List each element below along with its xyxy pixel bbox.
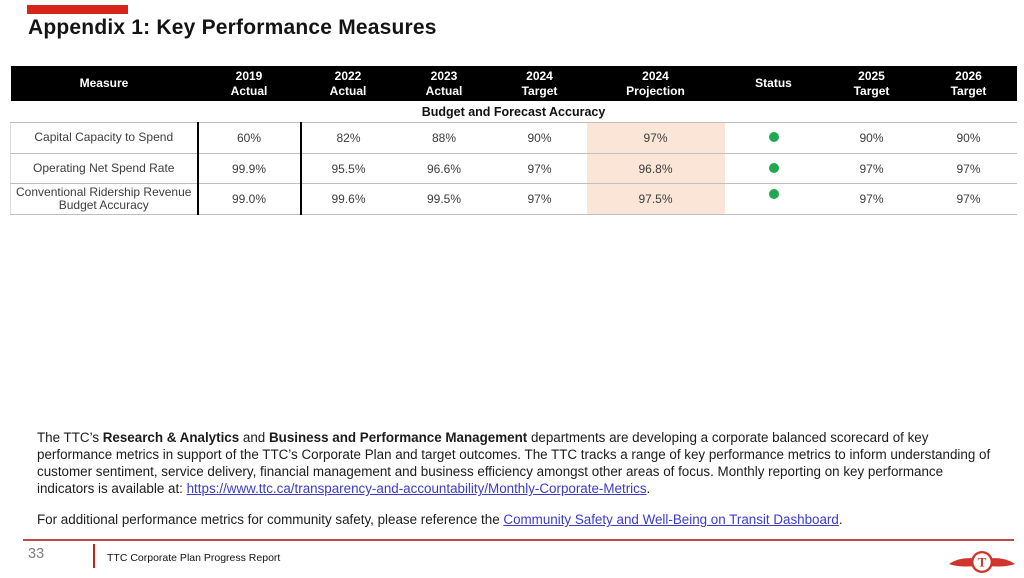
table-row: Capital Capacity to Spend 60% 82% 88% 90… [10, 122, 1017, 154]
col-header-2026-target: 2026 Target [920, 66, 1017, 101]
value-2024-target: 97% [492, 183, 587, 215]
measure-label: Conventional Ridership Revenue Budget Ac… [10, 183, 198, 215]
community-safety-dashboard-link[interactable]: Community Safety and Well-Being on Trans… [503, 512, 839, 527]
value-2022-actual: 99.6% [300, 183, 396, 215]
monthly-corporate-metrics-link[interactable]: https://www.ttc.ca/transparency-and-acco… [186, 481, 647, 496]
value-2026-target: 90% [920, 122, 1017, 154]
value-2022-actual: 82% [300, 122, 396, 154]
value-2022-actual: 95.5% [300, 153, 396, 184]
p2-text: For additional performance metrics for c… [37, 512, 504, 527]
value-2019-actual: 60% [196, 122, 302, 154]
value-2025-target: 97% [822, 183, 921, 215]
status-green-dot-icon [768, 189, 779, 199]
p1-text: departments are developing a corporate b… [37, 430, 991, 496]
footer-divider-line [23, 539, 1014, 541]
p1-bold-research-analytics: Research & Analytics [102, 430, 240, 445]
value-2026-target: 97% [920, 183, 1017, 215]
col-header-2022-actual: 2022 Actual [300, 66, 396, 101]
value-2024-projection: 96.8% [586, 153, 725, 184]
value-2025-target: 90% [822, 122, 921, 154]
measure-label: Capital Capacity to Spend [10, 122, 198, 154]
accent-bar [27, 5, 128, 14]
paragraph-performance-metrics: The TTC’s Research & Analytics and Busin… [37, 429, 995, 497]
body-text-block: The TTC’s Research & Analytics and Busin… [37, 429, 995, 528]
value-2023-actual: 99.5% [395, 183, 493, 215]
status-green-dot-icon [768, 162, 779, 173]
section-header-label: Budget and Forecast Accuracy [10, 101, 1017, 123]
value-2025-target: 97% [822, 153, 921, 184]
p1-text: and [239, 430, 269, 445]
measure-label: Operating Net Spend Rate [10, 153, 198, 184]
page-number: 33 [28, 546, 45, 562]
value-2024-target: 90% [492, 122, 587, 154]
value-2019-actual: 99.0% [196, 183, 302, 215]
value-2023-actual: 96.6% [395, 153, 493, 184]
status-cell [724, 122, 823, 154]
status-green-dot-icon [768, 132, 779, 142]
p1-text: . [646, 481, 651, 496]
table-row: Conventional Ridership Revenue Budget Ac… [10, 183, 1017, 215]
p1-text: The TTC’s [37, 430, 103, 445]
value-2024-projection: 97.5% [586, 183, 725, 215]
p1-bold-business-performance: Business and Performance Management [268, 430, 528, 445]
p2-text: . [838, 512, 843, 527]
value-2026-target: 97% [920, 153, 1017, 184]
kpi-table: Measure 2019 Actual 2022 Actual 2023 Act… [10, 66, 1017, 215]
ttc-logo: T [949, 551, 1015, 573]
table-header-row: Measure 2019 Actual 2022 Actual 2023 Act… [10, 66, 1017, 101]
col-header-2019-actual: 2019 Actual [197, 66, 301, 101]
value-2024-target: 97% [492, 153, 587, 184]
paragraph-community-safety: For additional performance metrics for c… [37, 511, 995, 528]
col-header-2023-actual: 2023 Actual [395, 66, 493, 101]
value-2019-actual: 99.9% [196, 153, 302, 184]
col-header-status: Status [724, 66, 823, 101]
col-header-2025-target: 2025 Target [822, 66, 921, 101]
status-cell [724, 183, 823, 215]
col-header-2024-projection: 2024 Projection [586, 66, 725, 101]
table-row: Operating Net Spend Rate 99.9% 95.5% 96.… [10, 153, 1017, 184]
footer-vertical-divider [93, 544, 95, 568]
section-header-row: Budget and Forecast Accuracy [10, 101, 1017, 123]
value-2024-projection: 97% [586, 122, 725, 154]
page-title: Appendix 1: Key Performance Measures [28, 16, 437, 39]
svg-text:T: T [978, 555, 987, 570]
col-header-measure: Measure [10, 66, 198, 101]
status-cell [724, 153, 823, 184]
footer-report-title: TTC Corporate Plan Progress Report [107, 552, 281, 564]
col-header-2024-target: 2024 Target [492, 66, 587, 101]
value-2023-actual: 88% [395, 122, 493, 154]
